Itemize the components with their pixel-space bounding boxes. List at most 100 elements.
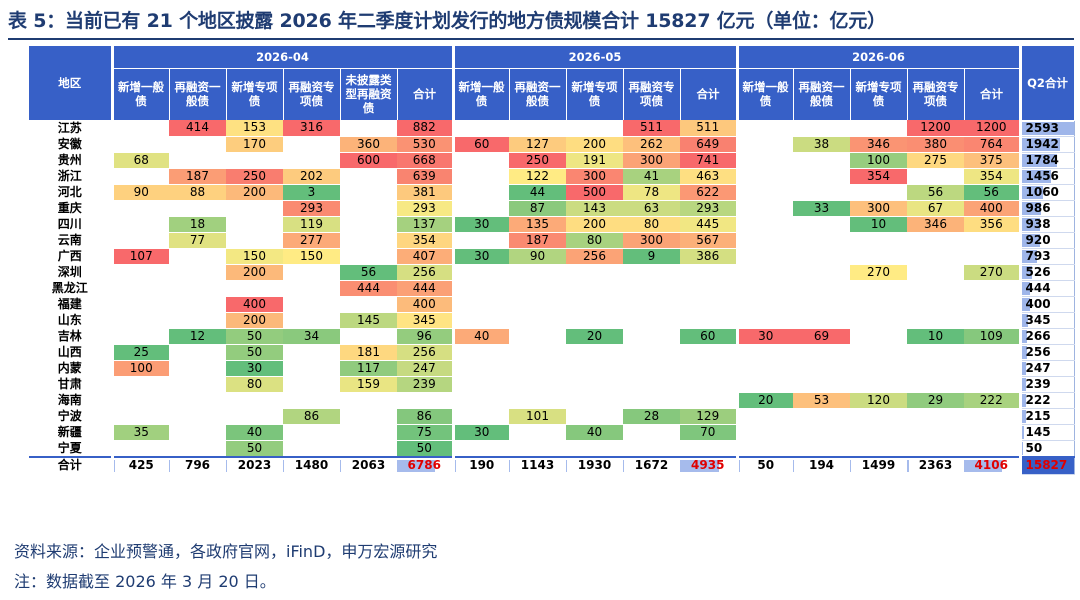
total-databar bbox=[907, 459, 909, 472]
total-cell: 2363 bbox=[907, 455, 964, 475]
region-cell: 吉林 bbox=[29, 328, 114, 345]
value-cell: 346 bbox=[850, 136, 907, 153]
value-cell: 463 bbox=[680, 168, 739, 185]
q2-total-cell: 400 bbox=[1019, 295, 1075, 313]
value-cell bbox=[566, 296, 623, 313]
q2-total-value: 256 bbox=[1025, 344, 1051, 359]
total-databar bbox=[397, 459, 436, 472]
value-cell: 25 bbox=[112, 344, 169, 361]
value-cell: 56 bbox=[907, 184, 964, 201]
q2-total-value: 986 bbox=[1025, 200, 1051, 215]
value-cell bbox=[964, 360, 1022, 377]
value-cell bbox=[623, 312, 680, 329]
value-cell bbox=[112, 280, 169, 297]
q2-total-value: 400 bbox=[1025, 296, 1051, 311]
value-cell bbox=[737, 264, 793, 281]
bond-issuance-table: 地区 2026-04 2026-05 2026-06 Q2合计 新增一般债 再融资一般债… bbox=[29, 46, 1075, 475]
total-databar bbox=[680, 459, 719, 472]
q2-total-value: 444 bbox=[1025, 280, 1051, 295]
value-cell bbox=[340, 184, 397, 201]
value-cell: 354 bbox=[397, 232, 455, 249]
value-cell: 239 bbox=[397, 376, 455, 393]
value-cell: 400 bbox=[397, 296, 455, 313]
q2-total-cell: 920 bbox=[1019, 231, 1075, 249]
value-cell: 100 bbox=[850, 152, 907, 169]
column-header: 合计 bbox=[680, 68, 739, 120]
value-cell: 293 bbox=[283, 200, 340, 217]
value-cell bbox=[737, 136, 793, 153]
value-cell: 60 bbox=[453, 136, 509, 153]
region-cell: 甘肃 bbox=[29, 376, 114, 393]
value-cell bbox=[737, 440, 793, 457]
month-header: 2026-06 bbox=[737, 46, 1022, 69]
value-cell: 187 bbox=[509, 232, 566, 249]
value-cell: 20 bbox=[737, 392, 793, 409]
value-cell bbox=[226, 152, 283, 169]
value-cell: 649 bbox=[680, 136, 739, 153]
value-cell: 63 bbox=[623, 200, 680, 217]
value-cell bbox=[112, 216, 169, 233]
value-cell bbox=[509, 328, 566, 345]
total-cell: 4106 bbox=[964, 455, 1022, 475]
value-cell bbox=[680, 360, 739, 377]
value-cell bbox=[283, 152, 340, 169]
q2-total-cell: 222 bbox=[1019, 391, 1075, 409]
value-cell bbox=[964, 376, 1022, 393]
value-cell: 87 bbox=[509, 200, 566, 217]
table-row: 四川 18 119 137 30 135 200 80 445 10 346 356 938 bbox=[29, 215, 1075, 233]
region-cell: 贵州 bbox=[29, 152, 114, 169]
table-title: 表 5：当前已有 21 个地区披露 2026 年二季度计划发行的地方债规模合计 … bbox=[8, 4, 1074, 40]
value-cell: 500 bbox=[566, 184, 623, 201]
value-cell bbox=[964, 296, 1022, 313]
month-header: 2026-05 bbox=[453, 46, 739, 69]
region-cell: 新疆 bbox=[29, 424, 114, 441]
value-cell bbox=[283, 136, 340, 153]
value-cell bbox=[283, 392, 340, 409]
value-cell bbox=[850, 120, 907, 137]
total-databar bbox=[454, 459, 456, 472]
value-cell: 600 bbox=[340, 152, 397, 169]
value-cell bbox=[737, 280, 793, 297]
value-cell bbox=[453, 392, 509, 409]
value-cell: 10 bbox=[907, 328, 964, 345]
total-databar bbox=[113, 459, 115, 472]
q2-grand-total-value: 15827 bbox=[1025, 458, 1068, 473]
value-cell: 9 bbox=[623, 248, 680, 265]
total-cell: 6786 bbox=[397, 455, 455, 475]
value-cell bbox=[623, 264, 680, 281]
value-cell bbox=[623, 280, 680, 297]
value-cell bbox=[453, 232, 509, 249]
table-row: 深圳 200 56 256 270 270 526 bbox=[29, 263, 1075, 281]
value-cell: 200 bbox=[566, 136, 623, 153]
value-cell: 41 bbox=[623, 168, 680, 185]
value-cell bbox=[566, 376, 623, 393]
q2-databar bbox=[1021, 313, 1029, 327]
value-cell bbox=[453, 312, 509, 329]
value-cell: 90 bbox=[112, 184, 169, 201]
value-cell: 20 bbox=[566, 328, 623, 345]
value-cell bbox=[850, 184, 907, 201]
value-cell bbox=[340, 392, 397, 409]
value-cell bbox=[226, 408, 283, 425]
value-cell: 270 bbox=[850, 264, 907, 281]
column-header: 再融资专项债 bbox=[907, 68, 965, 120]
value-cell bbox=[907, 232, 964, 249]
region-cell: 安徽 bbox=[29, 136, 114, 153]
value-cell bbox=[169, 296, 226, 313]
total-value: 4935 bbox=[691, 458, 725, 473]
value-cell bbox=[566, 408, 623, 425]
region-cell: 河北 bbox=[29, 184, 114, 201]
value-cell bbox=[737, 232, 793, 249]
value-cell bbox=[793, 440, 850, 457]
value-cell: 668 bbox=[397, 152, 455, 169]
value-cell bbox=[453, 344, 509, 361]
value-cell bbox=[623, 344, 680, 361]
q2-databar bbox=[1021, 153, 1058, 167]
value-cell bbox=[737, 152, 793, 169]
value-cell bbox=[793, 168, 850, 185]
value-cell bbox=[793, 344, 850, 361]
value-cell bbox=[340, 232, 397, 249]
month-header: 2026-04 bbox=[112, 46, 455, 69]
q2-total-value: 1456 bbox=[1025, 168, 1059, 183]
value-cell bbox=[793, 216, 850, 233]
